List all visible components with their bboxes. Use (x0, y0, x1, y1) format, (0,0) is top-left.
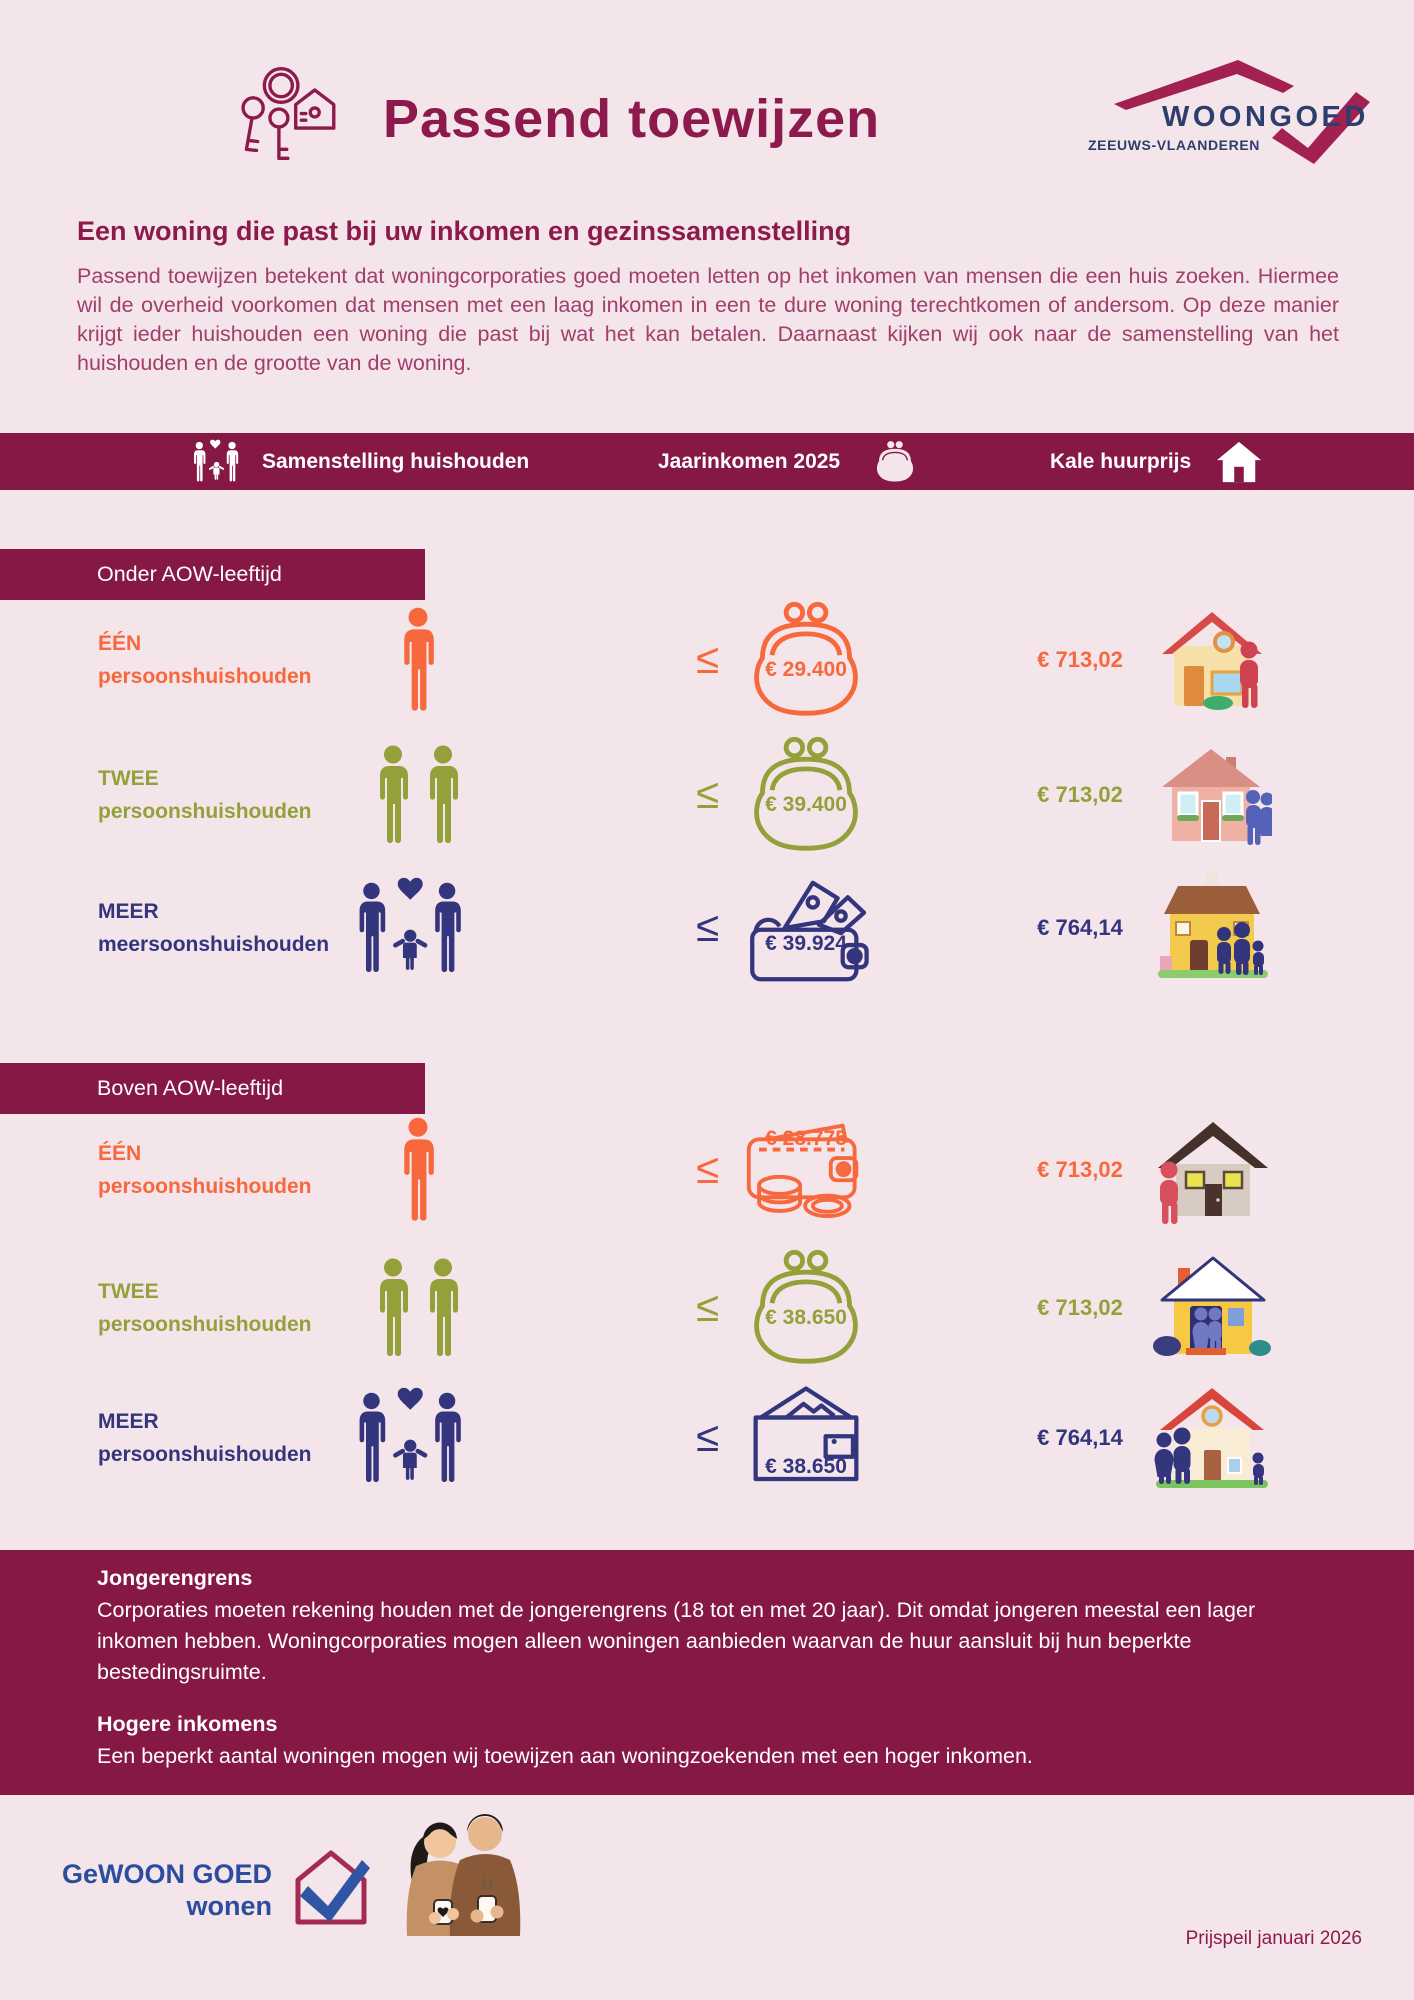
income-limit: € 28.775 (765, 1126, 847, 1150)
household-label: ÉÉN persoonshuishouden (98, 1137, 353, 1203)
less-equal-symbol: ≤ (696, 770, 720, 818)
household-type: persoonshuishouden (98, 665, 312, 688)
income-limit: € 39.924 (765, 931, 847, 955)
house-illustration-1 (1152, 600, 1272, 720)
less-equal-symbol: ≤ (696, 1413, 720, 1461)
house-check-icon (286, 1846, 376, 1933)
purse-income-icon: € 39.400 (742, 735, 870, 855)
note-body-hogere-inkomens: Een beperkt aantal woningen mogen wij to… (97, 1744, 1033, 1768)
less-equal-symbol: ≤ (696, 1283, 720, 1331)
household-label: TWEE persoonshuishouden (98, 762, 353, 828)
section-header-boven-aow: Boven AOW-leeftijd (0, 1063, 425, 1114)
household-label: MEER meersoonshuishouden (98, 895, 353, 961)
income-limit: € 38.650 (765, 1305, 847, 1329)
note-title-hogere-inkomens: Hogere inkomens (97, 1712, 278, 1736)
logo-line-2: wonen (186, 1891, 273, 1921)
rent-price: € 764,14 (1037, 1425, 1123, 1450)
two-persons-icon (352, 1252, 484, 1364)
less-equal-symbol: ≤ (696, 903, 720, 951)
income-limit: € 39.400 (765, 792, 847, 816)
section-title: Boven AOW-leeftijd (97, 1076, 284, 1100)
logo-subtitle: ZEEUWS-VLAANDEREN (1088, 137, 1260, 153)
one-person-icon (352, 604, 484, 716)
household-type: persoonshuishouden (98, 1313, 312, 1336)
less-equal-symbol: ≤ (696, 1145, 720, 1193)
purse-income-icon: € 29.400 (742, 600, 870, 720)
rent-price: € 713,02 (1037, 782, 1123, 807)
rent-price: € 713,02 (1037, 1157, 1123, 1182)
household-size: MEER (98, 900, 159, 923)
note-title-jongerengrens: Jongerengrens (97, 1566, 253, 1590)
household-size: TWEE (98, 1280, 159, 1303)
logo-roof-shape (1114, 60, 1294, 110)
two-persons-icon (352, 739, 484, 851)
income-limit: € 29.400 (765, 657, 847, 681)
section-header-onder-aow: Onder AOW-leeftijd (0, 549, 425, 600)
house-illustration-3 (1152, 868, 1272, 988)
logo-line-1: GeWOON GOED (61, 1859, 272, 1889)
intro-paragraph: Passend toewijzen betekent dat woningcor… (77, 264, 1339, 375)
rent-price: € 764,14 (1037, 915, 1123, 940)
less-equal-symbol: ≤ (696, 635, 720, 683)
income-limit: € 38.650 (765, 1454, 847, 1478)
rent-price: € 713,02 (1037, 647, 1123, 672)
household-type: persoonshuishouden (98, 800, 312, 823)
family-icon (352, 872, 484, 984)
wallet-banknotes-income-icon: € 39.924 (742, 868, 870, 988)
household-size: TWEE (98, 767, 159, 790)
house-illustration-6 (1152, 1378, 1272, 1498)
column-label-rent: Kale huurprijs (1050, 449, 1192, 473)
household-size: MEER (98, 1410, 159, 1433)
page-title: Passend toewijzen (383, 89, 881, 149)
house-icon (1216, 433, 1262, 490)
section-title: Onder AOW-leeftijd (97, 562, 282, 586)
column-label-income: Jaarinkomen 2025 (658, 449, 841, 473)
row-boven-aow-meer: MEER persoonshuishouden ≤ € 38.650 € 764… (0, 1363, 1414, 1513)
row-boven-aow-2p: TWEE persoonshuishouden ≤ € 38.650 € 713… (0, 1233, 1414, 1383)
keys-icon (222, 62, 347, 179)
row-boven-aow-1p: ÉÉN persoonshuishouden ≤ € 28.775 € 713,… (0, 1095, 1414, 1245)
row-onder-aow-2p: TWEE persoonshuishouden ≤ € 39.400 € 713… (0, 720, 1414, 870)
household-type: meersoonshuishouden (98, 933, 330, 956)
wallet-flap-income-icon: € 38.650 (742, 1378, 870, 1498)
house-illustration-2 (1152, 735, 1276, 855)
logo-name: WOONGOED (1162, 101, 1369, 133)
household-type: persoonshuishouden (98, 1175, 312, 1198)
household-size: ÉÉN (98, 1142, 142, 1165)
logo-check-icon (1272, 92, 1370, 164)
wallet-coins-income-icon: € 28.775 (742, 1110, 870, 1230)
household-label: TWEE persoonshuishouden (98, 1275, 353, 1341)
family-icon (352, 1382, 484, 1494)
one-person-icon (352, 1114, 484, 1226)
woongoed-logo: WOONGOED ZEEUWS-VLAANDEREN (1086, 52, 1386, 169)
house-illustration-4 (1152, 1110, 1272, 1230)
couple-illustration (378, 1806, 550, 1969)
price-date-note: Prijspeil januari 2026 (1185, 1928, 1362, 1949)
gewoon-goed-wonen-logo-text: GeWOON GOED wonen (40, 1858, 272, 1922)
purse-icon (872, 433, 918, 490)
note-body-jongerengrens: Corporaties moeten rekening houden met d… (97, 1598, 1256, 1684)
column-label-household: Samenstelling huishouden (262, 449, 530, 473)
house-illustration-5 (1152, 1248, 1272, 1368)
household-label: MEER persoonshuishouden (98, 1405, 353, 1471)
household-type: persoonshuishouden (98, 1443, 312, 1466)
family-icon (192, 433, 248, 490)
notes-box: Jongerengrens Corporaties moeten rekenin… (0, 1550, 1414, 1795)
household-size: ÉÉN (98, 632, 142, 655)
intro-heading: Een woning die past bij uw inkomen en ge… (77, 216, 852, 246)
purse-income-icon: € 38.650 (742, 1248, 870, 1368)
column-header-bar: Samenstelling huishouden Jaarinkomen 202… (0, 433, 1414, 490)
row-onder-aow-1p: ÉÉN persoonshuishouden ≤ € 29.400 € 713,… (0, 585, 1414, 735)
rent-price: € 713,02 (1037, 1295, 1123, 1320)
row-onder-aow-meer: MEER meersoonshuishouden ≤ € 39.924 € 76… (0, 853, 1414, 1003)
household-label: ÉÉN persoonshuishouden (98, 627, 353, 693)
